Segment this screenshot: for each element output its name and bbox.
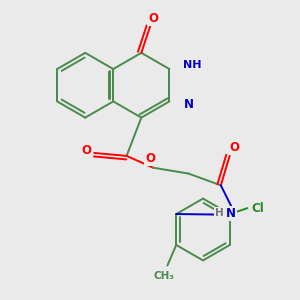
Text: CH₃: CH₃ bbox=[154, 271, 175, 281]
Text: Cl: Cl bbox=[251, 202, 264, 215]
Text: O: O bbox=[148, 13, 158, 26]
Text: O: O bbox=[82, 143, 92, 157]
Text: N: N bbox=[226, 207, 236, 220]
Text: NH: NH bbox=[183, 60, 201, 70]
Text: N: N bbox=[184, 98, 194, 111]
Text: H: H bbox=[215, 208, 224, 218]
Text: O: O bbox=[145, 152, 155, 165]
Text: O: O bbox=[229, 141, 239, 154]
